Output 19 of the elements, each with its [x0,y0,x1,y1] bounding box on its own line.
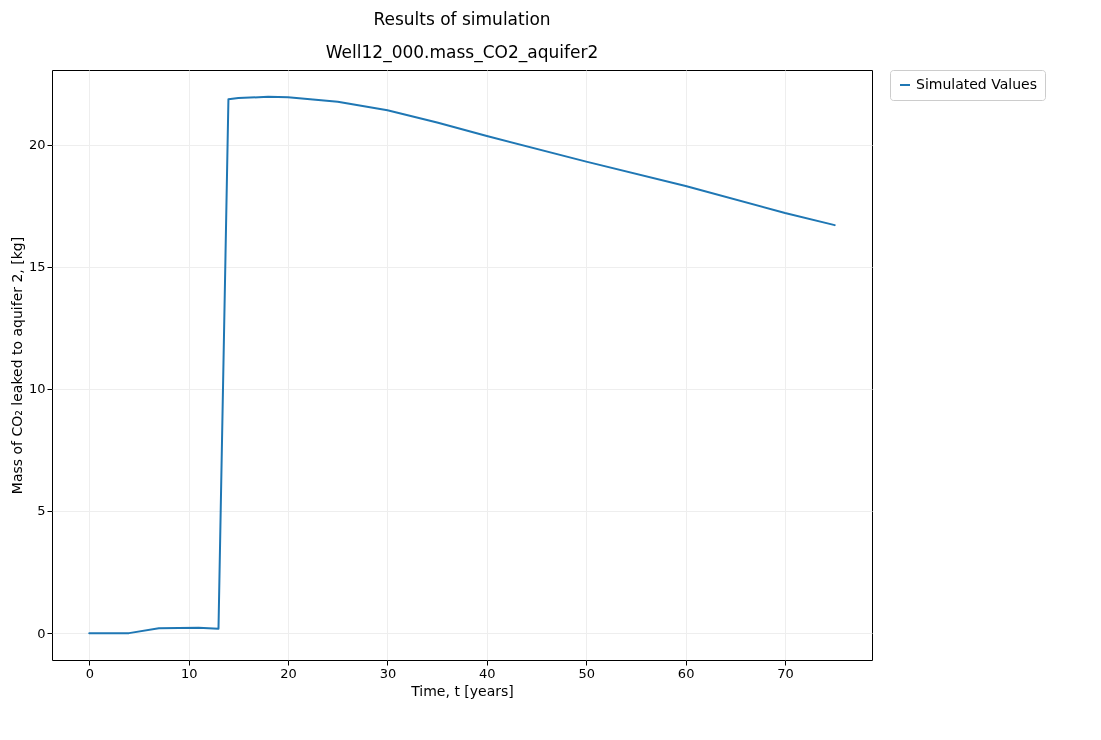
chart-title: Results of simulation [373,8,551,29]
x-tick-label: 60 [677,665,695,681]
y-axis-title: Mass of CO₂ leaked to aquifer 2, [kg] [8,236,25,495]
chart-subtitle: Well12_000.mass_CO2_aquifer2 [325,41,599,63]
x-tick-label: 30 [379,665,397,681]
y-tick-label: 10 [28,381,46,397]
y-tick-label: 15 [28,259,46,275]
x-tick-label: 70 [777,665,794,681]
x-axis-title: Time, t [years] [410,682,514,699]
x-tick-label: 10 [180,665,198,681]
x-tick-label: 40 [479,665,496,681]
y-tick-label: 0 [37,625,46,641]
x-tick-label: 0 [85,665,94,681]
legend-label: Simulated Values [916,76,1037,92]
y-tick-label: 5 [37,503,46,519]
line-series [88,95,836,635]
x-tick-label: 20 [280,665,297,681]
x-tick-label: 50 [578,665,596,681]
y-tick-label: 20 [28,137,46,153]
